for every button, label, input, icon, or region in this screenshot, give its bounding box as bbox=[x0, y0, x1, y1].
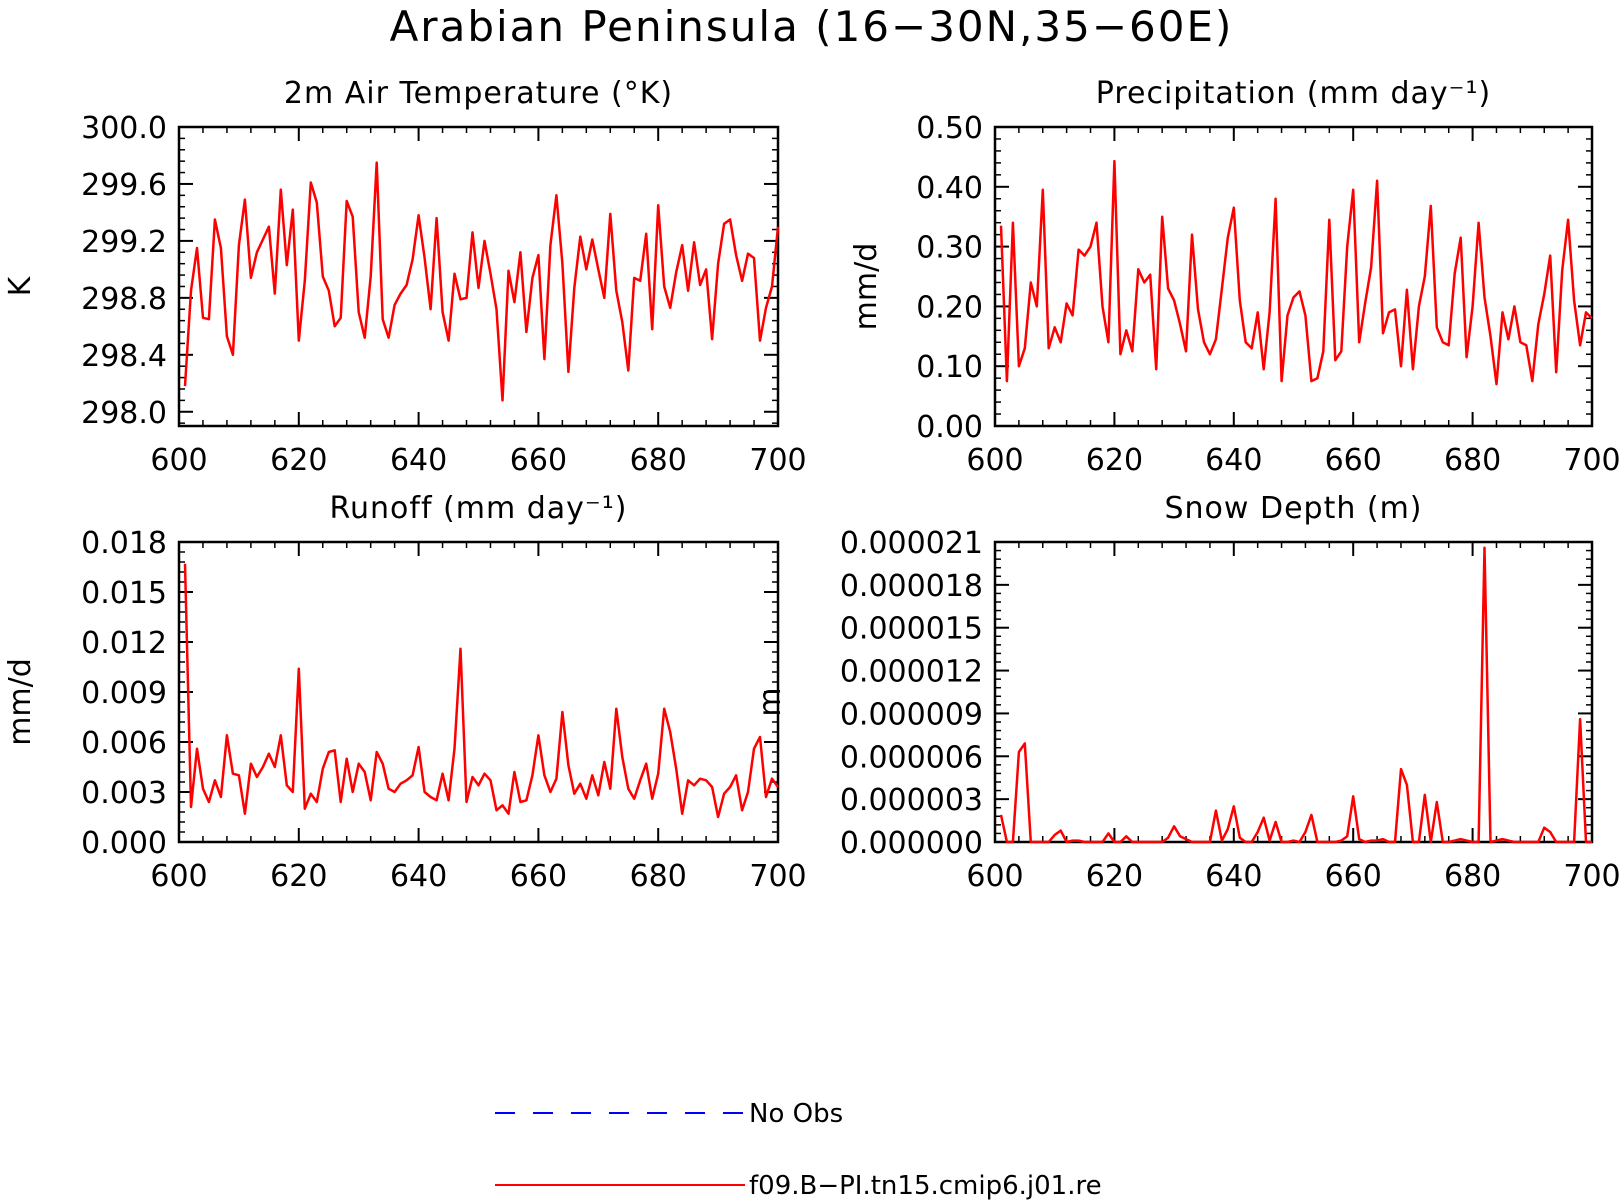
y-axis-label: m bbox=[753, 687, 788, 716]
x-tick-label: 640 bbox=[1205, 859, 1262, 894]
y-tick-label: 0.30 bbox=[916, 231, 983, 266]
y-tick-label: 0.000009 bbox=[840, 697, 983, 732]
y-tick-label: 0.40 bbox=[916, 171, 983, 206]
y-tick-label: 0.018 bbox=[81, 526, 167, 561]
x-tick-label: 700 bbox=[1563, 859, 1620, 894]
x-tick-label: 660 bbox=[510, 859, 567, 894]
y-axis-label: mm/d bbox=[3, 658, 38, 746]
series-line-snow bbox=[999, 546, 1592, 844]
series-line-precip bbox=[999, 159, 1593, 386]
panel-air-temperature: 600 620 640 660 680 700 298.0 298.4 298.8 299.2 29… bbox=[3, 76, 807, 478]
legend-label-no-obs: No Obs bbox=[749, 1099, 843, 1129]
x-tick-label: 660 bbox=[1325, 859, 1382, 894]
x-tick-label: 640 bbox=[390, 443, 447, 478]
y-tick-label: 298.8 bbox=[81, 282, 167, 317]
x-tick-label: 700 bbox=[1563, 443, 1620, 478]
y-tick-label: 0.10 bbox=[916, 350, 983, 385]
x-tick-label: 680 bbox=[1444, 443, 1501, 478]
series-line-runoff bbox=[183, 563, 780, 819]
y-tick-label: 0.000003 bbox=[840, 783, 983, 818]
x-tick-label: 660 bbox=[1325, 443, 1382, 478]
y-tick-label: 299.6 bbox=[81, 168, 167, 203]
y-tick-label: 0.006 bbox=[81, 726, 167, 761]
panel-runoff: 600 620 640 660 680 700 0.000 0.003 0.006 0.009 0.… bbox=[3, 491, 807, 894]
x-tick-label: 620 bbox=[1086, 443, 1143, 478]
x-tick-label: 660 bbox=[510, 443, 567, 478]
figure-title: Arabian Peninsula (16−30N,35−60E) bbox=[389, 2, 1234, 51]
y-tick-label: 0.000 bbox=[81, 826, 167, 861]
x-tick-label: 680 bbox=[630, 859, 687, 894]
x-tick-label: 600 bbox=[966, 443, 1023, 478]
y-tick-label: 0.012 bbox=[81, 626, 167, 661]
x-tick-label: 600 bbox=[966, 859, 1023, 894]
x-tick-label: 680 bbox=[1444, 859, 1501, 894]
x-tick-label: 640 bbox=[390, 859, 447, 894]
x-tick-label: 680 bbox=[630, 443, 687, 478]
y-tick-label: 0.000015 bbox=[840, 612, 983, 647]
series-line-temp bbox=[183, 161, 780, 402]
x-tick-label: 620 bbox=[270, 859, 327, 894]
x-tick-label: 700 bbox=[749, 859, 806, 894]
x-tick-label: 600 bbox=[150, 859, 207, 894]
panel-snow-depth: 600 620 640 660 680 700 0.000000 0.000003 0.0000… bbox=[753, 491, 1621, 894]
x-tick-label: 620 bbox=[1086, 859, 1143, 894]
y-tick-label: 0.000018 bbox=[840, 569, 983, 604]
y-tick-label: 0.000000 bbox=[840, 826, 983, 861]
x-tick-label: 600 bbox=[150, 443, 207, 478]
y-tick-label: 0.009 bbox=[81, 676, 167, 711]
y-tick-label: 0.00 bbox=[916, 410, 983, 445]
y-tick-label: 298.4 bbox=[81, 339, 167, 374]
plot-frame bbox=[177, 125, 780, 428]
y-tick-label: 0.000021 bbox=[840, 526, 983, 561]
plot-frame bbox=[993, 540, 1594, 844]
panel-precipitation: 600 620 640 660 680 700 0.00 0.10 0.20 0.30 0.40 0.… bbox=[849, 76, 1621, 478]
x-tick-label: 700 bbox=[749, 443, 806, 478]
y-tick-label: 0.003 bbox=[81, 776, 167, 811]
x-tick-label: 640 bbox=[1205, 443, 1262, 478]
y-tick-label: 299.2 bbox=[81, 225, 167, 260]
y-tick-label: 0.000012 bbox=[840, 655, 983, 690]
y-tick-label: 0.000006 bbox=[840, 740, 983, 775]
y-axis-label: mm/d bbox=[849, 243, 884, 331]
y-axis-label: K bbox=[3, 275, 38, 296]
panel-title: Snow Depth (m) bbox=[1164, 491, 1422, 526]
plot-frame bbox=[177, 540, 780, 844]
panel-title: Precipitation (mm day⁻¹) bbox=[1096, 76, 1491, 111]
y-tick-label: 298.0 bbox=[81, 396, 167, 431]
y-tick-label: 0.50 bbox=[916, 111, 983, 146]
plot-frame bbox=[993, 125, 1594, 428]
y-tick-label: 300.0 bbox=[81, 111, 167, 146]
legend-label-model: f09.B−PI.tn15.cmip6.j01.re bbox=[749, 1171, 1102, 1201]
x-tick-label: 620 bbox=[270, 443, 327, 478]
panel-title: 2m Air Temperature (°K) bbox=[284, 76, 673, 111]
legend: No Obs f09.B−PI.tn15.cmip6.j01.re bbox=[495, 1099, 1102, 1201]
panel-title: Runoff (mm day⁻¹) bbox=[330, 491, 628, 526]
y-tick-label: 0.015 bbox=[81, 576, 167, 611]
y-tick-label: 0.20 bbox=[916, 290, 983, 325]
